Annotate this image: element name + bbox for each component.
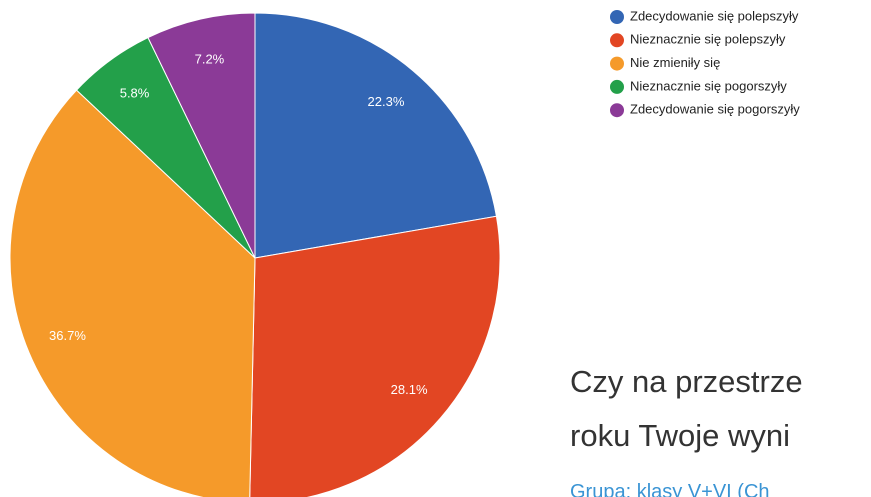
legend-swatch [610,33,624,48]
legend-swatch [610,103,624,118]
slice-label: 5.8% [120,86,150,101]
slice-label: 28.1% [391,382,428,397]
title-line: Czy na przestrze [570,364,803,399]
pie-slice [254,12,498,259]
slice-label: 7.2% [195,51,225,66]
slice-label: 36.7% [49,328,86,343]
pie-slice [147,12,256,259]
pie-slice [249,215,501,497]
legend-label: Zdecydowanie się polepszyły [630,8,799,23]
pie-slice [9,89,256,497]
legend-label: Zdecydowanie się pogorszyły [630,102,800,117]
title-line: roku Twoje wyni [570,418,790,453]
legend-swatch [610,79,624,94]
legend-label: Nieznacznie się pogorszyły [630,78,787,93]
subtitle: Grupa: klasy V+VI (Ch [570,481,770,497]
legend-label: Nieznacznie się polepszyły [630,32,786,47]
slice-label: 22.3% [368,94,405,109]
legend-swatch [610,10,624,24]
legend-label: Nie zmieniły się [630,55,720,70]
legend-swatch [610,56,624,71]
